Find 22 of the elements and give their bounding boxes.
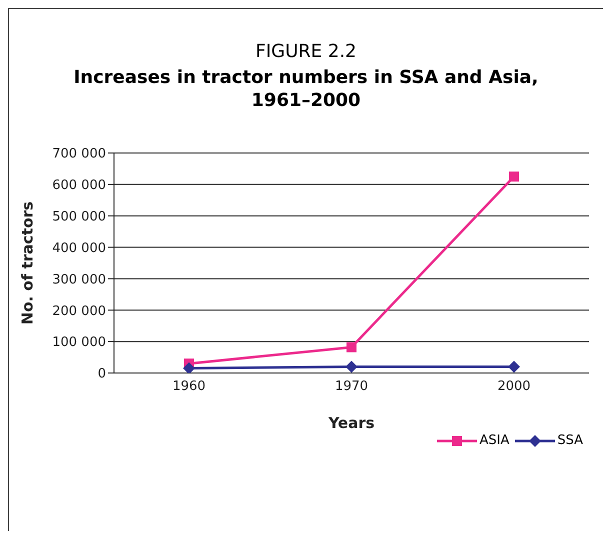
- chart-subtitle: Increases in tractor numbers in SSA and Asia, 1961–2000: [72, 66, 540, 113]
- y-tick-label: 0: [98, 366, 106, 382]
- y-tick-label: 600 000: [52, 178, 106, 193]
- x-tick-label: 1960: [172, 379, 206, 394]
- legend-label: SSA: [557, 433, 583, 448]
- chart-title: FIGURE 2.2: [254, 40, 358, 62]
- point: [183, 362, 195, 373]
- legend-label: ASIA: [479, 433, 510, 448]
- y-tick-label: 700 000: [52, 146, 106, 162]
- point: [346, 360, 358, 372]
- x-tick-label: 2000: [497, 379, 531, 394]
- point: [509, 171, 519, 182]
- y-axis-title: No. of tractors: [18, 201, 36, 324]
- x-axis-title: Years: [327, 414, 375, 432]
- y-tick-label: 500 000: [52, 209, 106, 224]
- y-tick-label: 300 000: [52, 272, 106, 288]
- x-tick-label: 1970: [334, 379, 368, 394]
- point: [346, 342, 356, 352]
- y-tick-label: 200 000: [52, 304, 106, 319]
- point: [508, 360, 520, 372]
- y-tick-label: 100 000: [52, 334, 106, 350]
- y-tick-label: 400 000: [52, 240, 106, 256]
